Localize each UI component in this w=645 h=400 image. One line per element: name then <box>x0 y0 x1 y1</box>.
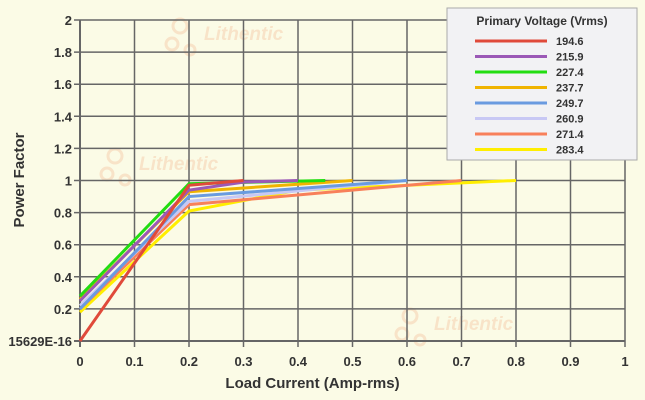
watermark-logo: Lithentic <box>164 17 284 57</box>
y-tick-label: 15629E-16 <box>8 334 72 349</box>
series-line-215.9 <box>78 179 299 302</box>
x-tick-label: 0.5 <box>343 354 361 369</box>
y-tick-label: 1.2 <box>54 141 72 156</box>
y-tick-label: 2 <box>65 13 72 28</box>
x-tick-label: 0.3 <box>234 354 252 369</box>
svg-text:Lithentic: Lithentic <box>434 314 514 335</box>
y-tick-label: 1.6 <box>54 77 72 92</box>
y-tick-label: 1.4 <box>54 109 73 124</box>
x-tick-label: 0.4 <box>289 354 308 369</box>
legend-title: Primary Voltage (Vrms) <box>476 14 607 28</box>
legend-entry: 283.4 <box>556 145 584 157</box>
x-tick-label: 0.7 <box>452 354 470 369</box>
x-tick-label: 0 <box>76 354 83 369</box>
y-axis-label: Power Factor <box>11 132 28 227</box>
series-line-271.4 <box>78 179 462 310</box>
series-line-194.6 <box>78 179 244 342</box>
legend-entry: 260.9 <box>556 114 584 126</box>
legend-entry: 227.4 <box>556 67 584 79</box>
series-line-249.7 <box>78 179 408 310</box>
legend-entry: 249.7 <box>556 98 584 110</box>
y-tick-label: 1.8 <box>54 45 72 60</box>
legend-entry: 237.7 <box>556 83 584 95</box>
legend-entry: 194.6 <box>556 36 584 48</box>
y-tick-label: 0.4 <box>54 270 73 285</box>
legend-entry: 215.9 <box>556 52 584 64</box>
x-tick-label: 0.2 <box>180 354 198 369</box>
y-tick-label: 0.6 <box>54 238 72 253</box>
svg-text:Lithentic: Lithentic <box>139 154 219 175</box>
legend-entry: 271.4 <box>556 129 584 141</box>
watermark-logo: Lithentic <box>394 307 514 347</box>
y-tick-label: 1 <box>65 174 72 189</box>
y-tick-label: 0.8 <box>54 206 72 221</box>
watermark-logo: Lithentic <box>99 147 219 187</box>
x-tick-label: 0.9 <box>561 354 579 369</box>
y-tick-label: 0.2 <box>54 302 72 317</box>
x-axis-label: Load Current (Amp-rms) <box>225 375 399 392</box>
x-tick-label: 1 <box>621 354 628 369</box>
x-tick-label: 0.8 <box>507 354 525 369</box>
x-tick-label: 0.1 <box>125 354 143 369</box>
legend-box <box>446 7 638 161</box>
x-tick-label: 0.6 <box>398 354 416 369</box>
